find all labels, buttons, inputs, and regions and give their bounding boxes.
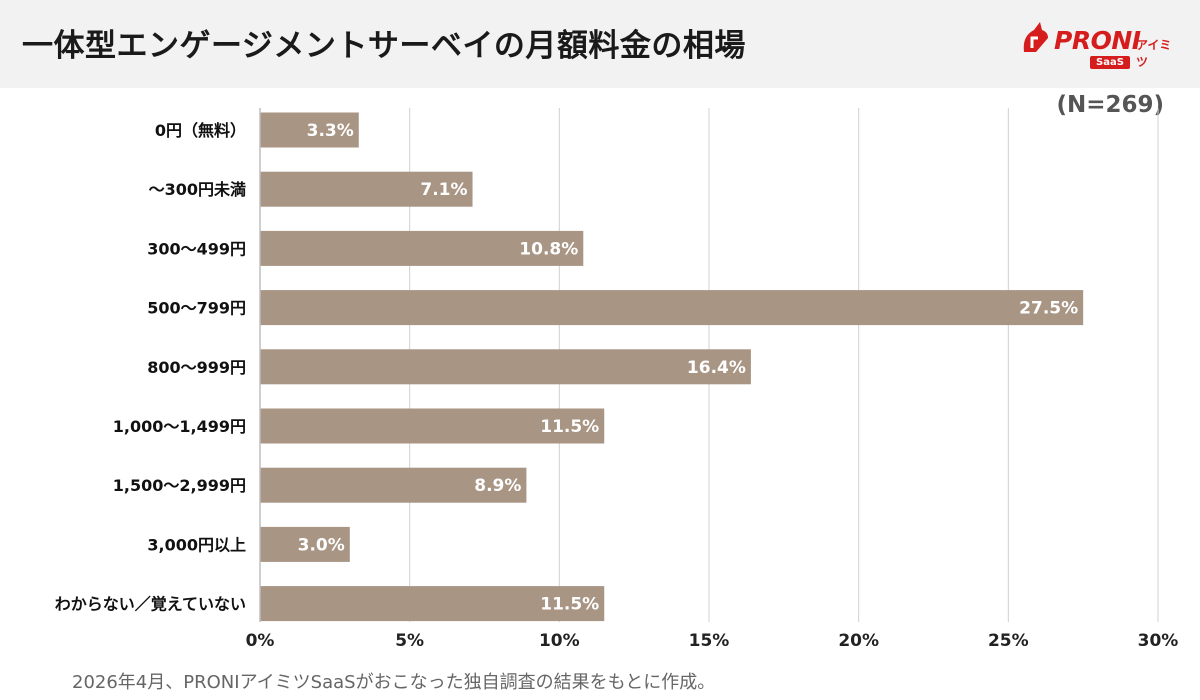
category-label: ～300円未満 xyxy=(149,180,246,199)
data-label: 16.4% xyxy=(687,358,746,378)
page-title: 一体型エンゲージメントサーベイの月額料金の相場 xyxy=(22,28,746,64)
bar xyxy=(260,230,584,266)
x-tick-label: 0% xyxy=(246,631,275,651)
bar xyxy=(260,526,350,562)
logo-mark-icon xyxy=(1023,22,1048,52)
logo-subtext: アイミツ xyxy=(1136,38,1172,69)
logo-text: PRONI xyxy=(1054,26,1141,55)
header-bar: 一体型エンゲージメントサーベイの月額料金の相場 PRONI アイミツ SaaS xyxy=(0,0,1200,88)
category-label: 3,000円以上 xyxy=(147,535,246,554)
bar xyxy=(260,349,751,385)
x-tick-label: 25% xyxy=(988,631,1029,651)
logo-badge: SaaS xyxy=(1090,56,1130,69)
x-tick-label: 10% xyxy=(539,631,580,651)
x-tick-label: 5% xyxy=(395,631,424,651)
bar xyxy=(260,586,605,622)
bar xyxy=(260,408,605,444)
footnote: 2026年4月、PRONIアイミツSaaSがおこなった独自調査の結果をもとに作成… xyxy=(72,672,716,693)
category-label: 1,000～1,499円 xyxy=(113,417,246,436)
category-label: 800～999円 xyxy=(147,358,246,377)
data-label: 11.5% xyxy=(540,595,599,615)
x-tick-label: 15% xyxy=(689,631,730,651)
bar xyxy=(260,467,527,503)
proni-logo: PRONI アイミツ SaaS xyxy=(1018,18,1180,70)
data-label: 27.5% xyxy=(1019,299,1078,319)
bar xyxy=(260,112,359,148)
category-label: わからない／覚えていない xyxy=(55,595,246,614)
category-label: 300～499円 xyxy=(147,239,246,258)
data-label: 3.3% xyxy=(307,121,354,141)
data-label: 3.0% xyxy=(298,535,345,555)
data-label: 8.9% xyxy=(474,476,521,496)
data-label: 10.8% xyxy=(519,239,578,259)
bar xyxy=(260,290,1084,326)
x-tick-label: 30% xyxy=(1138,631,1179,651)
bar xyxy=(260,171,473,207)
data-label: 11.5% xyxy=(540,417,599,437)
category-label: 500～799円 xyxy=(147,299,246,318)
sample-size-label: (N=269) xyxy=(1056,92,1164,118)
bar-chart: 0% 5% 10% 15% 20% 25% 30% 3.3% 0円（無料） 7.1% ～300円未満… xyxy=(55,108,1179,651)
data-label: 7.1% xyxy=(420,180,467,200)
x-tick-label: 20% xyxy=(838,631,879,651)
category-label: 0円（無料） xyxy=(155,121,246,140)
category-label: 1,500～2,999円 xyxy=(113,476,246,495)
